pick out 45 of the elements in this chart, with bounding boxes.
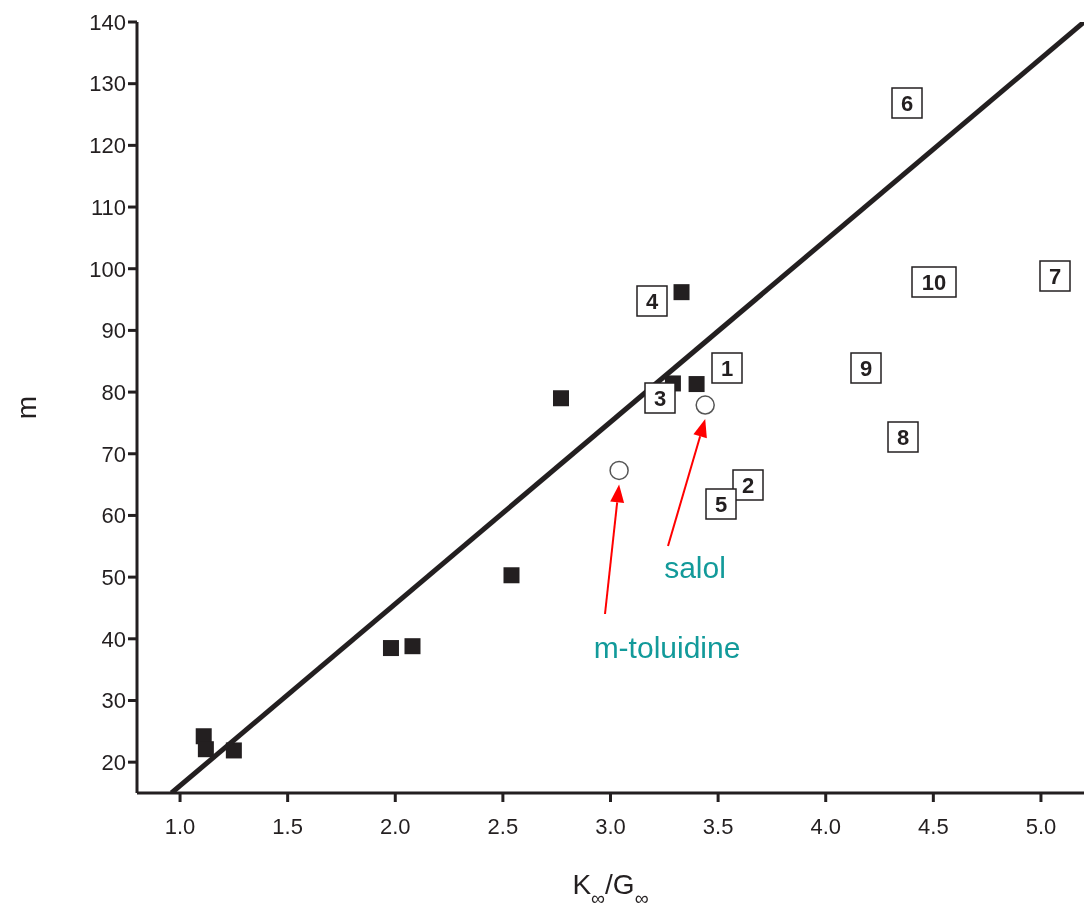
- y-tick-label: 110: [90, 194, 126, 220]
- point: [197, 741, 214, 758]
- x-tick-label: 3.0: [595, 813, 626, 839]
- point: [695, 395, 715, 415]
- annotation: salol: [664, 551, 726, 584]
- x-tick-label: 2.5: [487, 813, 519, 839]
- annotation: 9: [859, 356, 873, 381]
- y-axis-title: m: [11, 395, 42, 420]
- annotation: 6: [900, 91, 914, 116]
- y-tick-label: 90: [101, 318, 126, 344]
- x-tick-label: 1.0: [164, 813, 196, 839]
- annotation: 7: [1048, 264, 1062, 289]
- annotation: 1: [720, 356, 734, 381]
- point: [609, 460, 629, 481]
- annotation: m-toluidine: [593, 631, 741, 664]
- point: [404, 638, 421, 655]
- annotation: 10: [921, 270, 947, 295]
- y-tick-label: 40: [101, 626, 126, 652]
- x-tick-label: 4.0: [810, 813, 842, 839]
- annotation: 3: [653, 386, 667, 411]
- point: [688, 376, 705, 393]
- x-tick-label: 2.0: [379, 813, 411, 839]
- point: [503, 567, 520, 584]
- point: [673, 284, 690, 301]
- point: [382, 640, 399, 657]
- annotation: 4: [645, 289, 659, 314]
- x-tick-label: 4.5: [918, 813, 949, 839]
- x-tick-label: 1.5: [272, 813, 303, 839]
- y-tick-label: 30: [101, 688, 126, 714]
- y-tick-label: 120: [89, 133, 126, 159]
- y-tick-label: 140: [89, 9, 126, 35]
- y-tick-label: 20: [101, 749, 126, 775]
- y-tick-label: 100: [89, 256, 126, 282]
- annotation: 5: [714, 492, 728, 517]
- x-axis-title: K$_{∞}$/G$_{∞}$: [572, 869, 649, 909]
- x-tick-label: 3.5: [702, 813, 734, 839]
- annotation: 8: [896, 425, 910, 450]
- y-tick-label: 60: [101, 503, 126, 529]
- annotation: 2: [741, 473, 755, 498]
- y-tick-label: 50: [101, 564, 126, 590]
- y-tick-label: 130: [89, 71, 126, 97]
- x-tick-label: 5.0: [1025, 813, 1057, 839]
- y-tick-label: 80: [101, 379, 126, 405]
- y-tick-label: 70: [101, 441, 126, 467]
- point: [553, 390, 569, 407]
